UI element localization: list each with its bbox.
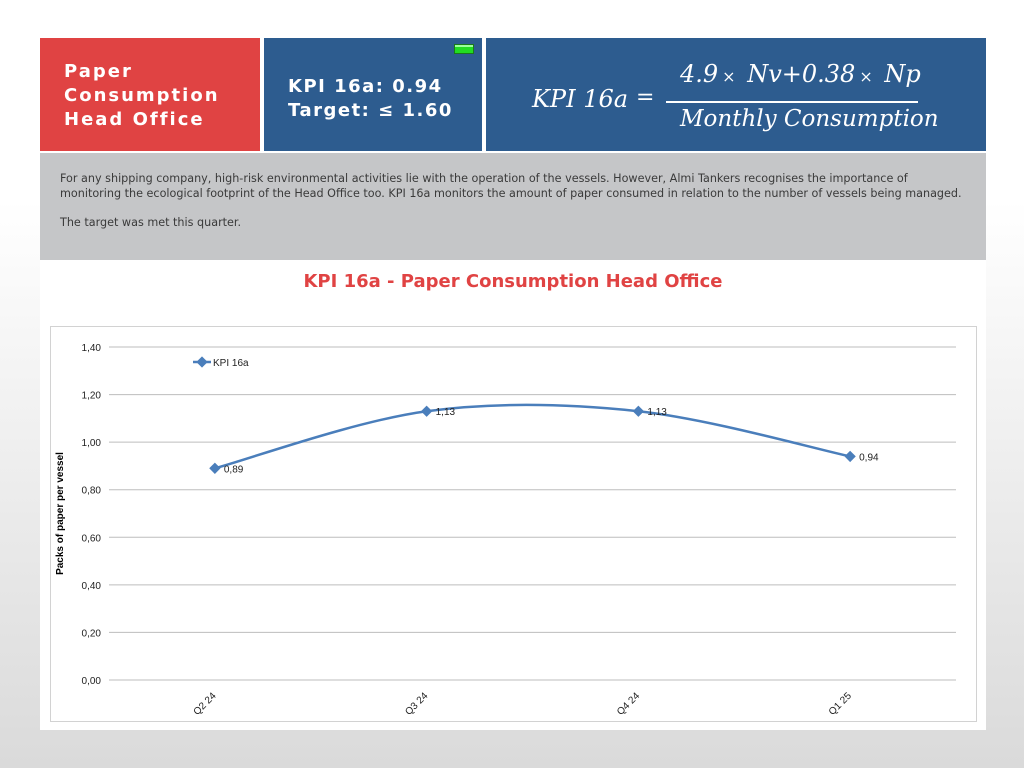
x-tick-label: Q4 24: [615, 690, 642, 717]
formula-panel: KPI 16a = 4.9 × Nv+0.38 × Np Monthly Consu…: [486, 38, 986, 151]
data-label: 1,13: [436, 407, 456, 418]
x-tick-label: Q1 25: [827, 690, 854, 717]
y-tick-label: 0,00: [82, 676, 102, 687]
y-tick-label: 1,40: [82, 343, 102, 354]
description-paragraph: For any shipping company, high-risk envi…: [60, 172, 962, 200]
data-label: 0,94: [859, 452, 879, 463]
data-label: 0,89: [224, 464, 244, 475]
kpi-value: KPI 16a: 0.94: [288, 76, 443, 97]
title-line-1: Paper: [64, 61, 133, 82]
kpi-target: Target: ≤ 1.60: [288, 100, 453, 121]
x-tick-label: Q3 24: [403, 690, 430, 717]
series-line-kpi-16a: [214, 403, 851, 470]
slide: Paper Consumption Head Office KPI 16a: 0…: [40, 38, 986, 730]
data-point: [632, 405, 645, 417]
title-panel: Paper Consumption Head Office: [40, 38, 260, 151]
data-point: [209, 462, 221, 474]
formula-lhs: KPI 16a: [532, 85, 629, 113]
formula-denominator: Monthly Consumption: [680, 106, 939, 132]
y-tick-label: 1,00: [82, 438, 102, 449]
legend-label: KPI 16a: [213, 358, 249, 369]
title-line-2: Consumption: [64, 85, 220, 106]
chart-title: KPI 16a - Paper Consumption Head Office: [303, 271, 723, 292]
x-tick-label: Q2 24: [192, 690, 219, 717]
legend-box: [133, 348, 325, 374]
chart-frame: 0,00 0,20 0,40 0,60 0,80 1,00 1,20 1,40 Packs of…: [50, 326, 977, 722]
y-axis-label: Packs of paper per vessel: [55, 452, 66, 575]
y-tick-label: 0,20: [82, 628, 102, 639]
title-line-3: Head Office: [64, 109, 205, 130]
times-sign: ×: [859, 67, 873, 86]
line-chart: 0,00 0,20 0,40 0,60 0,80 1,00 1,20 1,40 Packs of…: [55, 343, 956, 718]
y-tick-label: 0,80: [82, 486, 102, 497]
kpi-panel: KPI 16a: 0.94 Target: ≤ 1.60: [264, 38, 482, 151]
data-label: 1,13: [647, 407, 667, 418]
formula-term-c: Np: [876, 60, 921, 88]
formula-term-b: Nv+0.38: [739, 60, 856, 88]
status-indicator-icon: [454, 44, 474, 54]
description-conclusion: The target was met this quarter.: [60, 216, 242, 229]
fraction-bar: [666, 101, 918, 103]
page-title: Paper Consumption Head Office: [64, 60, 220, 132]
times-sign: ×: [722, 67, 736, 86]
y-tick-label: 0,40: [82, 581, 102, 592]
formula-numerator: 4.9 × Nv+0.38 × Np: [680, 60, 921, 88]
formula-coef-a: 4.9: [680, 60, 719, 88]
y-tick-label: 1,20: [82, 391, 102, 402]
data-point: [420, 405, 433, 417]
y-tick-label: 0,60: [82, 533, 102, 544]
formula-equals: =: [636, 85, 655, 110]
data-point: [844, 450, 856, 463]
description-panel: For any shipping company, high-risk envi…: [40, 153, 986, 260]
